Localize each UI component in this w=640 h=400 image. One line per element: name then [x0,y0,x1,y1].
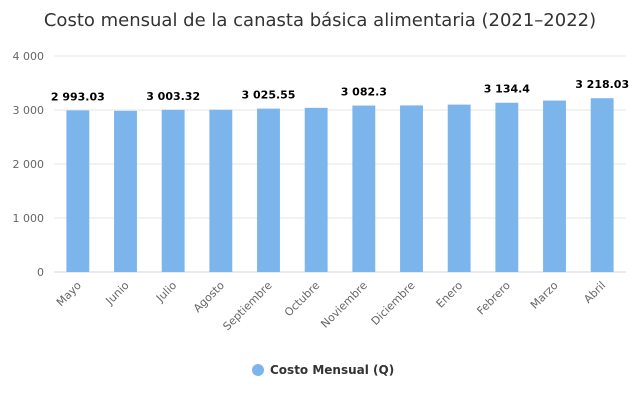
legend-marker-icon [252,364,264,376]
bar[interactable] [447,104,471,272]
x-tick-label: Enero [434,279,466,311]
legend[interactable]: Costo Mensual (Q) [252,363,394,377]
data-label: 2 993.03 [51,90,105,103]
bar[interactable] [161,109,185,273]
x-tick-label: Abril [581,279,608,306]
bar[interactable] [114,110,137,272]
bars [66,98,614,273]
legend-label[interactable]: Costo Mensual (Q) [270,363,394,377]
bar[interactable] [590,98,614,272]
x-tick-label: Diciembre [369,279,418,328]
bar[interactable] [352,105,376,272]
bar[interactable] [209,109,233,272]
x-tick-label: Mayo [54,279,84,309]
bar[interactable] [543,100,566,272]
y-tick-label: 4 000 [13,50,45,63]
y-axis-ticks: 0 1 000 2 000 3 000 4 000 [13,50,45,279]
data-label: 3 218.03 [575,78,629,91]
data-labels: 2 993.03 3 003.32 3 025.55 3 082.3 3 134.4 3 … [51,78,629,103]
chart-title: Costo mensual de la canasta básica alime… [44,10,596,31]
data-label: 3 082.3 [341,86,387,99]
y-tick-label: 0 [37,266,44,279]
data-label: 3 134.4 [484,83,531,96]
y-tick-label: 1 000 [13,212,45,225]
x-tick-label: Agosto [191,279,227,315]
bar[interactable] [66,110,90,273]
bar[interactable] [257,108,280,272]
x-tick-label: Septiembre [220,279,274,333]
data-label: 3 003.32 [146,90,200,103]
bar[interactable] [495,102,519,272]
y-tick-label: 2 000 [13,158,45,171]
y-tick-label: 3 000 [13,104,45,117]
data-label: 3 025.55 [242,89,296,102]
x-tick-label: Julio [153,279,179,305]
x-tick-label: Octubre [282,279,322,319]
x-tick-label: Marzo [528,279,561,312]
x-tick-label: Febrero [474,279,513,318]
grid-lines [54,55,626,273]
bar[interactable] [304,107,328,272]
x-tick-label: Noviembre [318,279,370,331]
bar[interactable] [400,105,423,272]
x-tick-label: Junio [103,279,132,308]
